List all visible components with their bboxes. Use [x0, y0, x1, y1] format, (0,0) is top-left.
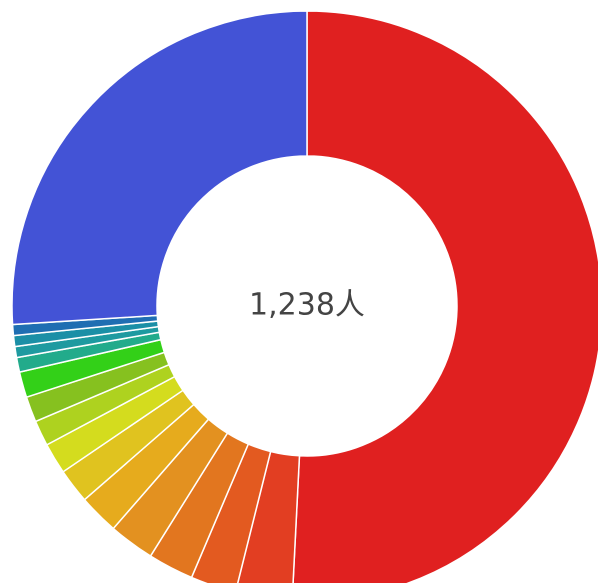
slice	[11, 10, 308, 326]
slice	[292, 10, 598, 583]
center-label: 1,238人	[249, 288, 365, 323]
